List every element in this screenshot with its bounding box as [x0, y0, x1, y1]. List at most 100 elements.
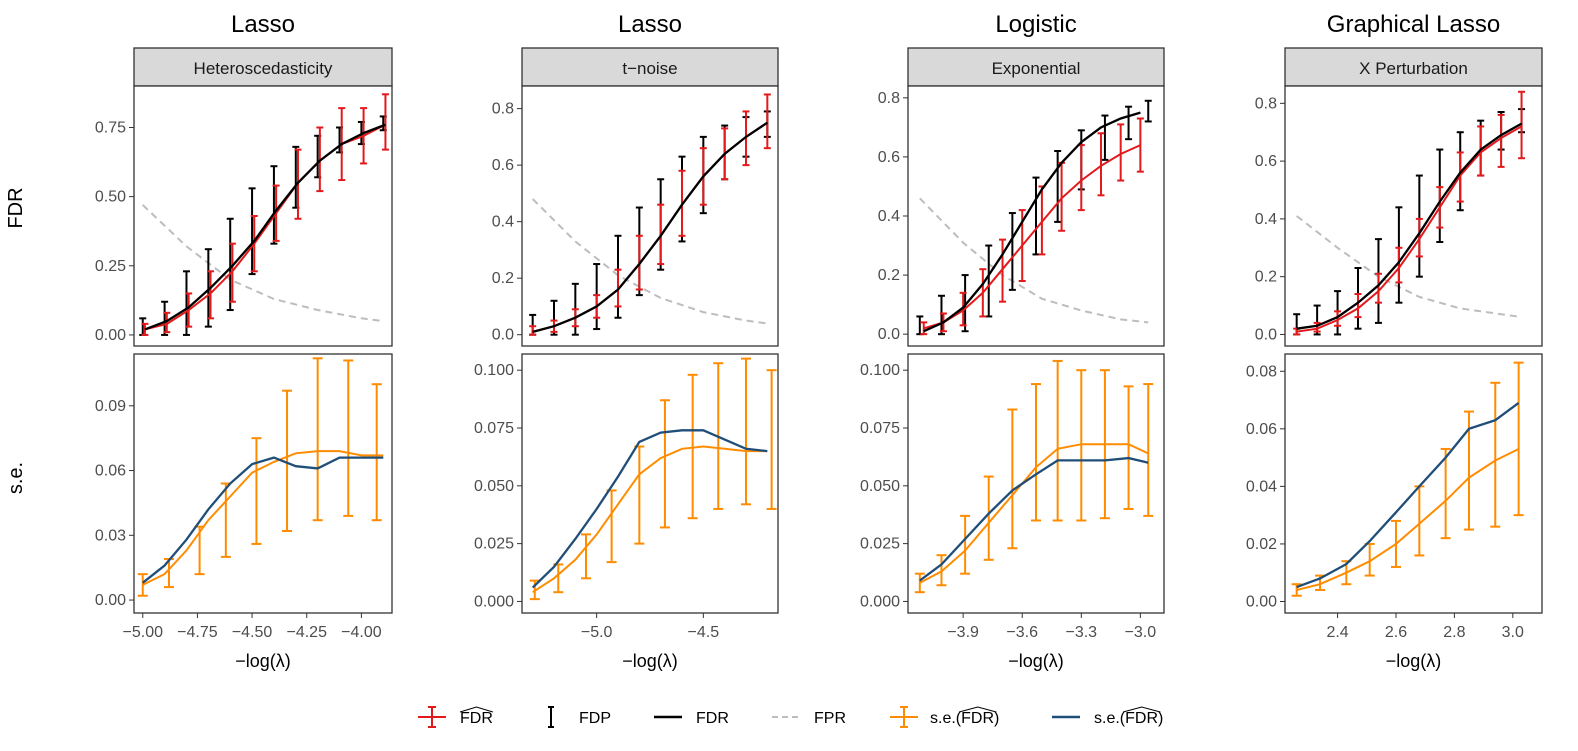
fdr-panel: 0.0 0.2 0.4 0.6 0.8 [1255, 85, 1543, 347]
y-tick-label: 0.2 [878, 267, 900, 284]
facet-strip-label: Heteroscedasticity [194, 59, 333, 78]
se-hat-errorbar [282, 389, 293, 532]
panel-background [1285, 86, 1542, 346]
se-hat-line [1296, 448, 1520, 591]
y-tick-label: 0.2 [492, 270, 514, 287]
se-hat-errorbar [1123, 385, 1134, 510]
panel-border [1284, 353, 1543, 614]
y-tick-label: 0.02 [1246, 536, 1277, 553]
se-hat-errorbar [983, 475, 994, 561]
y-tick-label: 0.09 [95, 398, 126, 415]
se-hat-errorbar [312, 357, 323, 522]
y-tick-label: 0.4 [492, 214, 514, 231]
facet-column-1: LassoHeteroscedasticity0.000.250.500.750… [95, 11, 393, 671]
y-tick-label: 0.4 [1255, 211, 1277, 228]
y-tick-label: 0.075 [474, 420, 514, 437]
facet-strip [133, 47, 393, 87]
facet-strip [1284, 47, 1543, 87]
fdp-errorbar [1032, 176, 1040, 256]
fdr-line [1296, 122, 1523, 330]
se-hat-errorbar [1463, 410, 1474, 531]
facet-grid: LassoHeteroscedasticity0.000.250.500.750… [95, 11, 1543, 671]
fdp-errorbar [1008, 212, 1016, 291]
y-tick-label: 0.00 [95, 327, 126, 344]
hat-icon [459, 706, 494, 713]
legend-label: FPR [814, 710, 846, 727]
y-tick-label: 0.050 [860, 478, 900, 495]
panel-border [907, 85, 1165, 347]
y-tick-label: 0.050 [474, 478, 514, 495]
y-tick-label: 0.50 [95, 189, 126, 206]
fdp-errorbar [1101, 114, 1109, 161]
panel-border [521, 85, 779, 347]
fdp-errorbar [248, 187, 256, 276]
x-tick-label: −4.00 [341, 624, 382, 641]
y-tick-label: 0.04 [1246, 478, 1277, 495]
y-tick-label: 0.100 [474, 362, 514, 379]
hat-icon [1122, 706, 1161, 713]
se-hat-errorbar [1513, 361, 1524, 517]
fdr-hat-errorbar [163, 311, 171, 334]
x-axis-title: −log(λ) [1386, 651, 1442, 671]
fdr-hat-line [1296, 125, 1523, 333]
y-tick-label: 0.08 [1246, 363, 1277, 380]
x-tick-label: 3.0 [1502, 624, 1524, 641]
fdp-errorbar [161, 300, 169, 336]
legend-item-fdr_hat: FDR [418, 706, 494, 728]
facet-strip-label: X Perturbation [1359, 59, 1468, 78]
se-hat-line [532, 445, 768, 594]
legend-item-se_hat: s.e.(FDR) [890, 706, 999, 728]
y-tick-label: 0.6 [1255, 153, 1277, 170]
fdr-panel: 0.0 0.2 0.4 0.6 0.8 [878, 85, 1165, 347]
row-label-fdr: FDR [5, 187, 27, 228]
y-tick-label: 0.75 [95, 119, 126, 136]
se-hat-errorbar [960, 514, 971, 575]
se-panel: 0.000 0.025 0.050 0.075 0.100 [860, 353, 1165, 614]
panel-border [1284, 85, 1543, 347]
row-label-se: s.e. [5, 462, 27, 494]
se-hat-errorbar [741, 357, 751, 506]
se-hat-errorbar [1490, 381, 1501, 528]
se-hat-errorbar [1143, 383, 1154, 517]
fpr-line [919, 197, 1149, 324]
facet-strip-label: Exponential [992, 59, 1081, 78]
hat-icon [958, 706, 997, 713]
se-hat-errorbar [1076, 369, 1087, 522]
chart-title: Lasso [618, 11, 682, 38]
fdr-panel: 0.0 0.2 0.4 0.6 0.8 [492, 85, 779, 347]
fdr-hat-errorbar [1117, 123, 1125, 182]
fdp-errorbar [985, 244, 993, 318]
y-tick-label: 0.0 [1255, 326, 1277, 343]
fdr-hat-errorbar [1097, 132, 1105, 197]
panel-background [522, 86, 778, 346]
fdp-errorbar [226, 217, 234, 312]
x-tick-label: −3.0 [1125, 624, 1157, 641]
legend-item-fdr: FDR [654, 710, 729, 727]
chart-title: Lasso [231, 11, 295, 38]
y-tick-label: 0.000 [474, 593, 514, 610]
x-tick-label: 2.6 [1385, 624, 1407, 641]
x-tick-label: −3.9 [947, 624, 979, 641]
se-fdr-line [919, 456, 1149, 582]
se-hat-errorbar [1052, 359, 1063, 522]
fpr-line [531, 198, 768, 325]
panel-border [133, 353, 393, 614]
se-hat-errorbar [1007, 408, 1018, 550]
fdr-hat-errorbar [1334, 310, 1342, 327]
fdr-hat-errorbar [920, 321, 928, 336]
panel-border [907, 353, 1165, 614]
facet-strip [907, 47, 1165, 87]
facet-column-3: LogisticExponential0.00.20.40.60.80.0000… [860, 11, 1165, 671]
se-hat-errorbar [659, 399, 670, 529]
fdr-panel: 0.00 0.25 0.50 0.75 [95, 85, 393, 347]
facet-column-2: Lassot−noise0.00.20.40.60.80.0000.0250.0… [474, 11, 779, 671]
x-tick-label: −4.5 [688, 624, 720, 641]
x-tick-label: 2.4 [1326, 624, 1348, 641]
fdr-hat-errorbar [381, 93, 389, 151]
se-hat-errorbar [581, 533, 591, 580]
se-hat-errorbar [1440, 447, 1451, 540]
fdr-hat-errorbar [763, 93, 771, 150]
y-tick-label: 0.4 [878, 208, 900, 225]
